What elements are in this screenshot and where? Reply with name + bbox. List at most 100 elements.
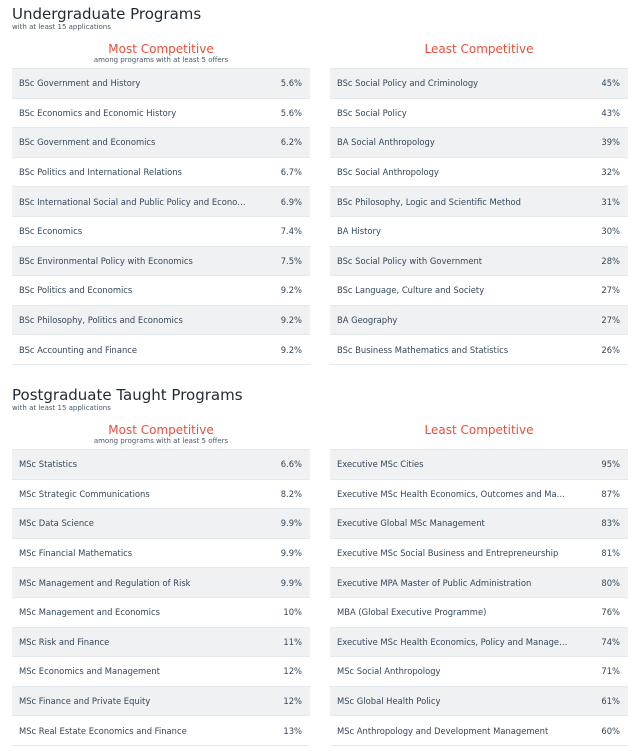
table-row: BA Social Anthropology 39% <box>330 128 628 158</box>
acceptance-rate: 7.4% <box>280 226 302 237</box>
acceptance-rate: 11% <box>283 636 302 647</box>
program-name: BSc Philosophy, Politics and Economics <box>19 315 183 326</box>
column-title: Most Competitive <box>108 423 214 437</box>
table-row: MBA (Global Executive Programme) 76% <box>330 598 628 628</box>
table-row: BSc Economics 7.4% <box>12 217 310 247</box>
least-competitive-column: Least Competitive Executive MSc Cities 95… <box>330 423 628 746</box>
acceptance-rate: 6.9% <box>280 196 302 207</box>
program-name: MSc Global Health Policy <box>337 696 441 707</box>
table-row: BSc Government and History 5.6% <box>12 69 310 99</box>
acceptance-rate: 26% <box>601 344 620 355</box>
acceptance-rate: 28% <box>601 255 620 266</box>
section-subtitle: with at least 15 applications <box>12 23 111 31</box>
column-title: Least Competitive <box>424 42 534 56</box>
most-competitive-column: Most Competitive among programs with at … <box>12 42 310 365</box>
table-row: Executive MSc Health Economics, Policy a… <box>330 627 628 658</box>
program-name: BA History <box>337 226 381 237</box>
table-row: Executive MSc Health Economics, Outcomes… <box>330 480 628 510</box>
table-row: BSc Language, Culture and Society 27% <box>330 276 628 306</box>
section-title: Postgraduate Taught Programs <box>12 386 243 404</box>
program-name: MSc Strategic Communications <box>19 488 150 499</box>
program-name: BA Geography <box>337 315 398 326</box>
program-name: BSc Language, Culture and Society <box>337 285 485 296</box>
acceptance-rate: 61% <box>601 696 620 707</box>
table-row: MSc Management and Economics 10% <box>12 598 310 628</box>
acceptance-rate: 9.9% <box>280 548 302 559</box>
program-name: MSc Risk and Finance <box>19 636 110 647</box>
table-row: BSc Politics and Economics 9.2% <box>12 276 310 306</box>
table-row: BSc Politics and International Relations… <box>12 158 310 188</box>
column-note: among programs with at least 5 offers <box>93 56 229 64</box>
table-row: MSc Statistics 6.6% <box>12 450 310 480</box>
section-title: Undergraduate Programs <box>12 5 202 23</box>
postgraduate-section: Postgraduate Taught Programs with at lea… <box>12 387 628 746</box>
program-name: MSc Economics and Management <box>19 666 160 677</box>
table-row: BSc Economics and Economic History 5.6% <box>12 99 310 129</box>
acceptance-rate: 31% <box>601 196 620 207</box>
table-row: BSc Social Policy and Criminology 45% <box>330 69 628 99</box>
acceptance-rate: 7.5% <box>280 255 302 266</box>
table-row: MSc Global Health Policy 61% <box>330 686 628 717</box>
acceptance-rate: 83% <box>601 518 620 529</box>
acceptance-rate: 5.6% <box>280 107 302 118</box>
acceptance-rate: 9.9% <box>280 518 302 529</box>
program-name: BSc Philosophy, Logic and Scientific Met… <box>337 196 521 207</box>
program-name: BSc Economics and Economic History <box>19 107 177 118</box>
acceptance-rate: 27% <box>601 315 620 326</box>
program-name: MSc Financial Mathematics <box>19 548 133 559</box>
table-row: BSc Government and Economics 6.2% <box>12 128 310 158</box>
most-competitive-column: Most Competitive among programs with at … <box>12 423 310 746</box>
ranking-table: BSc Government and History 5.6% BSc Econom… <box>12 68 310 365</box>
program-name: MSc Management and Regulation of Risk <box>19 577 191 588</box>
acceptance-rate: 13% <box>283 725 302 736</box>
table-row: MSc Social Anthropology 71% <box>330 657 628 687</box>
program-name: BSc International Social and Public Poli… <box>19 196 251 207</box>
table-row: MSc Strategic Communications 8.2% <box>12 480 310 510</box>
program-name: Executive Global MSc Management <box>337 518 485 529</box>
program-name: BSc Government and History <box>19 78 141 89</box>
program-name: MSc Statistics <box>19 459 78 470</box>
table-row: BSc Environmental Policy with Economics 7… <box>12 246 310 277</box>
ranking-table: MSc Statistics 6.6% MSc Strategic Communic… <box>12 449 310 746</box>
acceptance-rate: 45% <box>601 78 620 89</box>
acceptance-rate: 9.2% <box>280 315 302 326</box>
acceptance-rate: 60% <box>601 725 620 736</box>
ranking-table: Executive MSc Cities 95% Executive MSc Hea… <box>330 449 628 746</box>
table-row: MSc Risk and Finance 11% <box>12 627 310 658</box>
acceptance-rate: 27% <box>601 285 620 296</box>
column-note: among programs with at least 5 offers <box>93 437 229 445</box>
acceptance-rate: 10% <box>283 607 302 618</box>
table-row: BSc Philosophy, Politics and Economics 9.… <box>12 305 310 336</box>
program-name: BSc Social Anthropology <box>337 167 439 178</box>
table-row: MSc Economics and Management 12% <box>12 657 310 687</box>
program-name: BSc Government and Economics <box>19 137 156 148</box>
program-name: MSc Data Science <box>19 518 94 529</box>
table-row: Executive Global MSc Management 83% <box>330 509 628 539</box>
table-row: Executive MPA Master of Public Administr… <box>330 568 628 598</box>
acceptance-rate: 87% <box>601 488 620 499</box>
program-name: BA Social Anthropology <box>337 137 435 148</box>
acceptance-rate: 6.2% <box>280 137 302 148</box>
program-name: BSc Social Policy <box>337 107 407 118</box>
table-row: BA History 30% <box>330 217 628 247</box>
program-name: Executive MSc Cities <box>337 459 424 470</box>
acceptance-rate: 43% <box>601 107 620 118</box>
undergraduate-section: Undergraduate Programs with at least 15 … <box>12 6 628 365</box>
table-row: MSc Finance and Private Equity 12% <box>12 686 310 717</box>
acceptance-rate: 30% <box>601 226 620 237</box>
acceptance-rate: 6.7% <box>280 167 302 178</box>
acceptance-rate: 81% <box>601 548 620 559</box>
acceptance-rate: 12% <box>283 696 302 707</box>
program-name: BSc Politics and Economics <box>19 285 133 296</box>
table-row: MSc Management and Regulation of Risk 9.9… <box>12 568 310 598</box>
table-row: MSc Anthropology and Development Managem… <box>330 716 628 746</box>
table-row: MSc Financial Mathematics 9.9% <box>12 539 310 569</box>
acceptance-rate: 71% <box>601 666 620 677</box>
table-row: BSc Social Policy with Government 28% <box>330 246 628 277</box>
program-name: BSc Social Policy with Government <box>337 255 483 266</box>
program-name: MSc Real Estate Economics and Finance <box>19 725 187 736</box>
table-row: BSc Accounting and Finance 9.2% <box>12 335 310 365</box>
program-name: Executive MSc Social Business and Entrep… <box>337 548 559 559</box>
column-title: Most Competitive <box>108 42 214 56</box>
program-name: BSc Economics <box>19 226 83 237</box>
